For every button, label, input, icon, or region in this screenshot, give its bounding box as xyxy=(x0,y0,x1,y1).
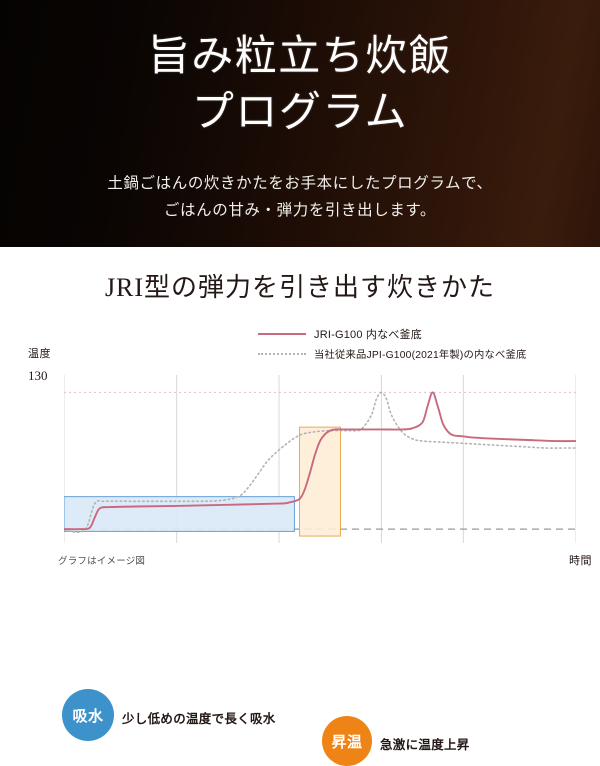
chart-note: グラフはイメージ図 xyxy=(58,556,146,567)
chart-plot-area xyxy=(64,375,576,543)
badge-absorption-label: 吸水 xyxy=(72,707,104,725)
badge-absorption: 吸水 xyxy=(62,689,114,741)
chart-section: JRI型の弾力を引き出す炊きかた JRI-G100 内なべ釜底 当社従来品JPI… xyxy=(0,247,600,766)
hero-title-line1: 旨み粒立ち炊飯 xyxy=(147,34,453,80)
y-tick-130: 130 xyxy=(28,368,48,383)
legend-item-reference: 当社従来品JPI-G100(2021年製)の内なべ釜底 xyxy=(258,345,598,362)
legend-swatch-dotted-icon xyxy=(258,349,306,359)
chart-legend: JRI-G100 内なべ釜底 当社従来品JPI-G100(2021年製)の内なべ… xyxy=(258,325,598,365)
x-axis-label: 時間 xyxy=(569,555,592,567)
legend-item-primary: JRI-G100 内なべ釜底 xyxy=(258,325,598,342)
hero-banner: 旨み粒立ち炊飯 プログラム 土鍋ごはんの炊きかたをお手本にしたプログラムで、 ご… xyxy=(0,0,600,247)
hero-subtitle-line1: 土鍋ごはんの炊きかたをお手本にしたプログラムで、 xyxy=(107,175,493,192)
y-axis-label: 温度 xyxy=(28,348,51,360)
chart-zones xyxy=(64,426,341,537)
chart-heading: JRI型の弾力を引き出す炊きかた xyxy=(104,273,496,302)
hero-subtitle: 土鍋ごはんの炊きかたをお手本にしたプログラムで、 ごはんの甘み・弾力を引き出しま… xyxy=(0,170,600,224)
annotation-absorption-text: 少し低めの温度で長く吸水 xyxy=(122,712,276,726)
annotation-heating-text: 急激に温度上昇 xyxy=(380,738,470,752)
hero-title-line2: プログラム xyxy=(191,89,409,136)
chart-svg xyxy=(64,375,576,543)
badge-heating: 昇温 xyxy=(322,716,372,766)
legend-label-reference: 当社従来品JPI-G100(2021年製)の内なべ釜底 xyxy=(314,350,527,361)
chart-series-lines xyxy=(64,391,576,534)
legend-swatch-solid-icon xyxy=(258,329,306,339)
legend-label-primary: JRI-G100 内なべ釜底 xyxy=(314,328,422,341)
hero-title: 旨み粒立ち炊飯 プログラム xyxy=(0,30,600,142)
hero-subtitle-line2: ごはんの甘み・弾力を引き出します。 xyxy=(163,202,437,220)
badge-heating-label: 昇温 xyxy=(331,733,363,751)
